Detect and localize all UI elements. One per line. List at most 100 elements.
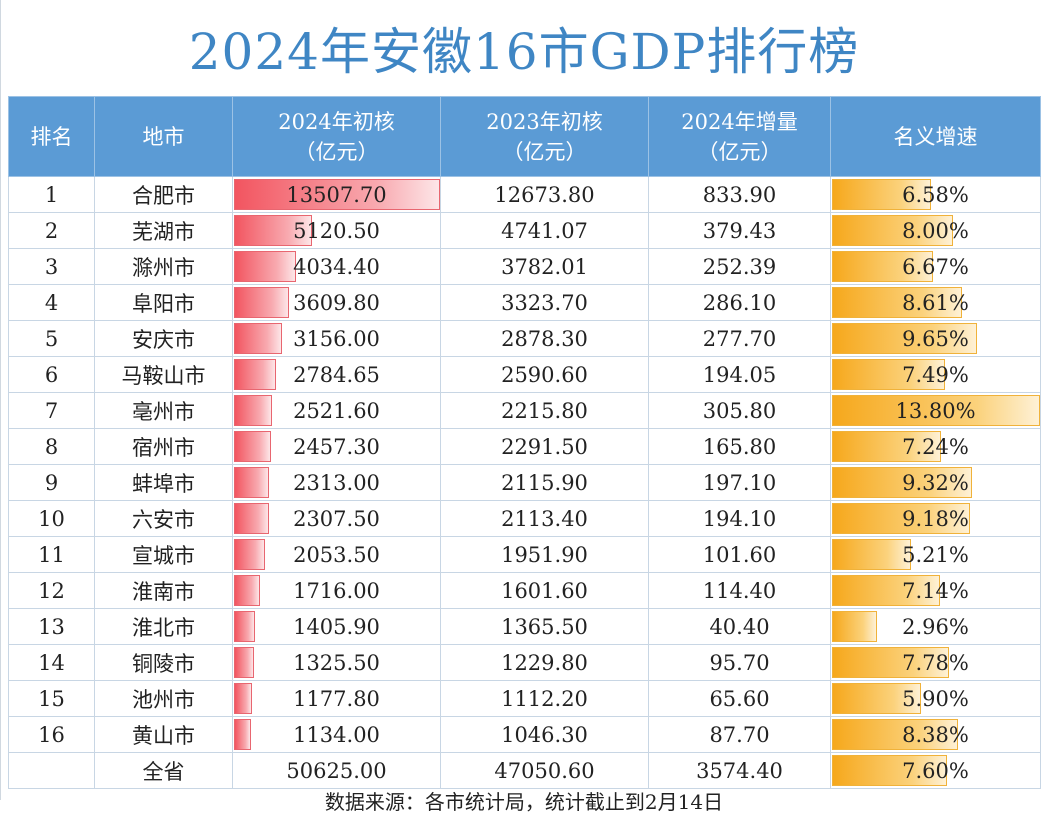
gdp2023-cell: 1365.50	[440, 608, 649, 645]
table-row: 4 阜阳市 3609.80 3323.70 286.10 8.61%	[8, 284, 1041, 321]
gdp2024-bar	[234, 359, 276, 390]
gdp2024-bar	[234, 503, 269, 534]
growth-cell: 7.49%	[830, 356, 1041, 393]
header-gdp2024-line1: 2024年初核	[278, 109, 395, 134]
rank-cell: 7	[8, 392, 95, 429]
rank-cell: 5	[8, 320, 95, 357]
total-rank	[8, 752, 95, 789]
table-row: 15 池州市 1177.80 1112.20 65.60 5.90%	[8, 680, 1041, 717]
header-rank: 排名	[8, 96, 95, 177]
growth-cell: 8.00%	[830, 212, 1041, 249]
gdp2024-value: 1405.90	[293, 614, 380, 639]
growth-bar	[832, 431, 941, 462]
city-cell: 合肥市	[94, 176, 233, 213]
gdp2024-cell: 4034.40	[232, 248, 441, 285]
growth-cell: 9.32%	[830, 464, 1041, 501]
gdp2024-cell: 1177.80	[232, 680, 441, 717]
table-row: 12 淮南市 1716.00 1601.60 114.40 7.14%	[8, 572, 1041, 609]
growth-bar	[832, 287, 962, 318]
growth-bar	[832, 359, 945, 390]
gdp2024-value: 3609.80	[293, 290, 380, 315]
city-cell: 六安市	[94, 500, 233, 537]
header-gdp2024: 2024年初核 （亿元）	[232, 96, 441, 177]
growth-bar	[832, 251, 933, 282]
growth-cell: 7.14%	[830, 572, 1041, 609]
gdp2024-bar	[234, 719, 251, 750]
gdp2024-bar	[234, 395, 272, 426]
gdp2023-cell: 1112.20	[440, 680, 649, 717]
growth-value: 7.14%	[902, 578, 969, 603]
city-cell: 淮北市	[94, 608, 233, 645]
gdp2023-cell: 3782.01	[440, 248, 649, 285]
gdp2024-bar	[234, 575, 260, 606]
gdp2024-value: 13507.70	[286, 182, 387, 207]
gdp2024-bar	[234, 539, 265, 570]
gdp2024-value: 2521.60	[293, 398, 380, 423]
rank-cell: 16	[8, 716, 95, 753]
table-row: 5 安庆市 3156.00 2878.30 277.70 9.65%	[8, 320, 1041, 357]
growth-cell: 2.96%	[830, 608, 1041, 645]
growth-bar	[832, 179, 931, 210]
gdp2024-cell: 2784.65	[232, 356, 441, 393]
gdp2024-value: 2457.30	[293, 434, 380, 459]
gdp2024-bar	[234, 323, 282, 354]
growth-value: 6.58%	[902, 182, 969, 207]
growth-cell: 8.61%	[830, 284, 1041, 321]
gdp2024-bar	[234, 287, 289, 318]
growth-bar	[832, 719, 958, 750]
table-row: 2 芜湖市 5120.50 4741.07 379.43 8.00%	[8, 212, 1041, 249]
growth-bar	[832, 575, 940, 606]
table-row: 9 蚌埠市 2313.00 2115.90 197.10 9.32%	[8, 464, 1041, 501]
gdp2024-bar	[234, 683, 252, 714]
gdp2023-cell: 2113.40	[440, 500, 649, 537]
rank-cell: 1	[8, 176, 95, 213]
header-gdp2024-line2: （亿元）	[294, 139, 379, 164]
growth-cell: 13.80%	[830, 392, 1041, 429]
growth-bar	[832, 611, 877, 642]
gdp2023-cell: 3323.70	[440, 284, 649, 321]
total-growth-bar	[832, 755, 947, 786]
total-city: 全省	[94, 752, 233, 789]
gdp2024-cell: 2521.60	[232, 392, 441, 429]
increase-cell: 305.80	[648, 392, 831, 429]
growth-bar	[832, 395, 1040, 426]
gdp2023-cell: 12673.80	[440, 176, 649, 213]
gdp2024-value: 3156.00	[293, 326, 380, 351]
growth-cell: 9.65%	[830, 320, 1041, 357]
table-row: 11 宣城市 2053.50 1951.90 101.60 5.21%	[8, 536, 1041, 573]
growth-cell: 9.18%	[830, 500, 1041, 537]
rank-cell: 11	[8, 536, 95, 573]
header-increase-line1: 2024年增量	[681, 109, 798, 134]
gdp2024-cell: 1405.90	[232, 608, 441, 645]
city-cell: 宣城市	[94, 536, 233, 573]
table-row: 7 亳州市 2521.60 2215.80 305.80 13.80%	[8, 392, 1041, 429]
city-cell: 滁州市	[94, 248, 233, 285]
growth-bar	[832, 647, 949, 678]
increase-cell: 65.60	[648, 680, 831, 717]
gdp2024-cell: 2053.50	[232, 536, 441, 573]
gdp2024-cell: 1134.00	[232, 716, 441, 753]
growth-bar	[832, 503, 970, 534]
city-cell: 池州市	[94, 680, 233, 717]
total-increase: 3574.40	[648, 752, 831, 789]
city-cell: 芜湖市	[94, 212, 233, 249]
growth-cell: 5.90%	[830, 680, 1041, 717]
gdp2024-value: 2313.00	[293, 470, 380, 495]
table-body: 1 合肥市 13507.70 12673.80 833.90 6.58% 2 芜湖市 5120.…	[8, 176, 1041, 753]
city-cell: 蚌埠市	[94, 464, 233, 501]
city-cell: 马鞍山市	[94, 356, 233, 393]
gdp2024-value: 2784.65	[293, 362, 380, 387]
growth-cell: 8.38%	[830, 716, 1041, 753]
table-row: 14 铜陵市 1325.50 1229.80 95.70 7.78%	[8, 644, 1041, 681]
table-row: 1 合肥市 13507.70 12673.80 833.90 6.58%	[8, 176, 1041, 213]
increase-cell: 833.90	[648, 176, 831, 213]
city-cell: 宿州市	[94, 428, 233, 465]
growth-cell: 5.21%	[830, 536, 1041, 573]
growth-value: 7.49%	[902, 362, 969, 387]
growth-value: 8.00%	[902, 218, 969, 243]
growth-value: 2.96%	[902, 614, 969, 639]
header-gdp2023: 2023年初核 （亿元）	[440, 96, 649, 177]
rank-cell: 3	[8, 248, 95, 285]
rank-cell: 2	[8, 212, 95, 249]
header-city: 地市	[94, 96, 233, 177]
